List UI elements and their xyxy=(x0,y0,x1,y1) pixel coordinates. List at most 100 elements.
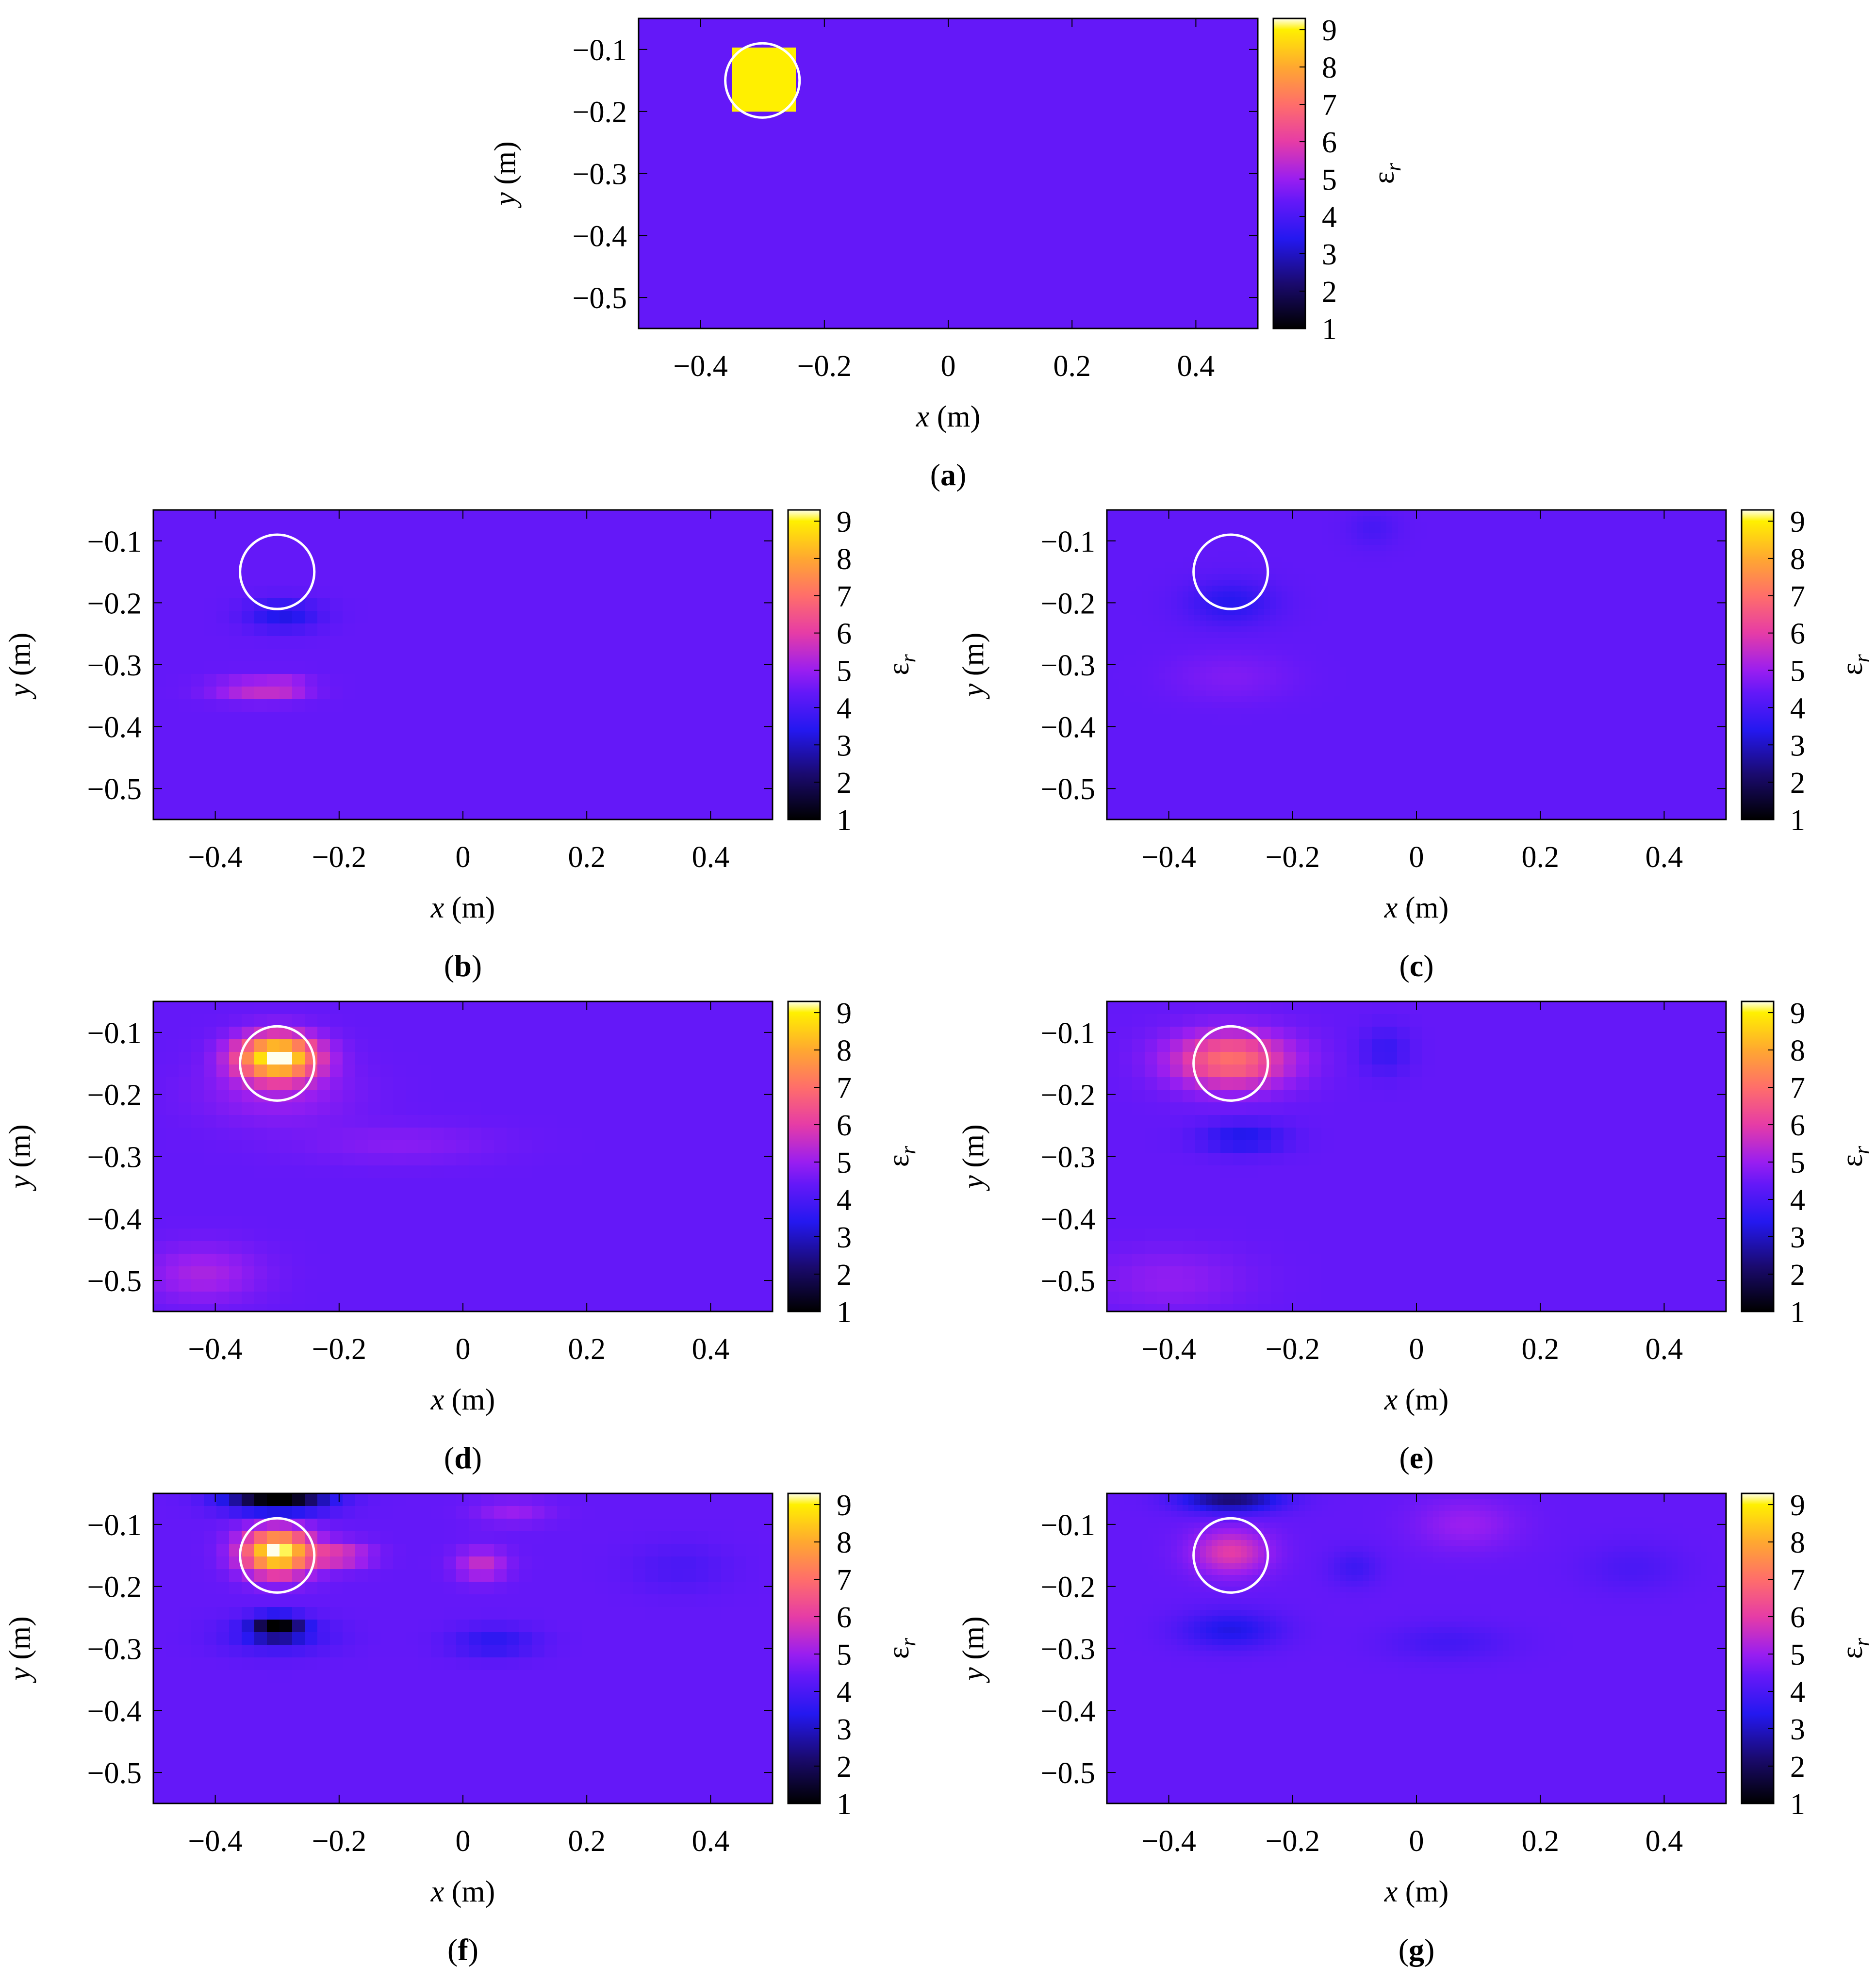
heatmap-cell xyxy=(726,240,732,246)
heatmap-cell xyxy=(1221,269,1227,275)
heatmap-cell xyxy=(1203,82,1210,89)
heatmap-cell xyxy=(842,164,849,170)
heatmap-cell xyxy=(860,36,866,42)
heatmap-cell xyxy=(755,286,761,293)
heatmap-cell xyxy=(1244,18,1251,25)
heatmap-cell xyxy=(883,48,889,54)
heatmap-cell xyxy=(1000,240,1006,246)
heatmap-cell xyxy=(1052,246,1058,252)
heatmap-cell xyxy=(988,117,994,124)
heatmap-cell xyxy=(732,222,738,229)
heatmap-cell xyxy=(639,106,645,112)
heatmap-cell xyxy=(1198,48,1204,54)
heatmap-cell xyxy=(947,240,954,246)
heatmap-cell xyxy=(1180,205,1186,211)
heatmap-cell xyxy=(773,100,779,106)
heatmap-cell xyxy=(1122,251,1128,258)
heatmap-cell xyxy=(1227,275,1233,281)
heatmap-cell xyxy=(930,234,936,240)
heatmap-cell xyxy=(1035,176,1041,182)
heatmap-cell xyxy=(1005,24,1012,31)
heatmap-cell xyxy=(714,158,721,164)
heatmap-cell xyxy=(691,170,697,176)
heatmap-cell xyxy=(848,234,855,240)
heatmap-cell xyxy=(994,275,1000,281)
heatmap-cell xyxy=(668,36,674,42)
heatmap-cell xyxy=(697,77,703,83)
heatmap-cell xyxy=(1104,187,1111,194)
heatmap-cell xyxy=(1186,222,1192,229)
heatmap-cell xyxy=(837,82,843,89)
heatmap-cell xyxy=(784,176,790,182)
heatmap-cell xyxy=(813,222,820,229)
heatmap-cell xyxy=(656,77,662,83)
heatmap-cell xyxy=(714,53,721,60)
heatmap-cell xyxy=(1104,24,1111,31)
heatmap-cell xyxy=(685,234,691,240)
heatmap-cell xyxy=(644,181,651,188)
heatmap-cell xyxy=(1233,234,1239,240)
heatmap-cell xyxy=(1075,77,1082,83)
heatmap-cell xyxy=(1192,112,1198,118)
heatmap-cell xyxy=(813,71,820,77)
heatmap-cell xyxy=(930,24,936,31)
heatmap-cell xyxy=(941,18,948,25)
heatmap-cell xyxy=(819,269,825,275)
heatmap-cell xyxy=(895,77,901,83)
heatmap-cell xyxy=(1139,77,1146,83)
heatmap-cell xyxy=(1116,30,1122,36)
heatmap-cell xyxy=(912,24,919,31)
heatmap-cell xyxy=(1157,170,1163,176)
heatmap-cell xyxy=(726,82,732,89)
heatmap-cell xyxy=(755,228,761,234)
heatmap-cell xyxy=(936,234,942,240)
heatmap-cell xyxy=(936,164,942,170)
heatmap-cell xyxy=(947,129,954,135)
heatmap-cell xyxy=(749,263,756,269)
heatmap-cell xyxy=(1221,18,1227,25)
heatmap-cell xyxy=(1209,152,1216,159)
heatmap-cell xyxy=(1046,53,1053,60)
heatmap-cell xyxy=(918,147,924,153)
heatmap-cell xyxy=(697,94,703,100)
heatmap-cell xyxy=(988,129,994,135)
heatmap-cell xyxy=(714,59,721,66)
heatmap-cell xyxy=(982,100,988,106)
heatmap-cell xyxy=(1174,152,1181,159)
heatmap-cell xyxy=(726,228,732,234)
heatmap-cell xyxy=(1134,106,1140,112)
heatmap-cell xyxy=(1099,94,1105,100)
heatmap-cell xyxy=(1029,240,1035,246)
heatmap-cell xyxy=(842,135,849,141)
heatmap-cell xyxy=(656,88,662,95)
heatmap-cell xyxy=(1104,48,1111,54)
heatmap-cell xyxy=(1128,211,1134,217)
heatmap-cell xyxy=(1209,187,1216,194)
heatmap-cell xyxy=(1203,135,1210,141)
heatmap-cell xyxy=(697,82,703,89)
heatmap-cell xyxy=(790,88,796,95)
heatmap-cell xyxy=(936,280,942,287)
heatmap-cell xyxy=(1029,228,1035,234)
heatmap-cell xyxy=(901,117,907,124)
heatmap-cell xyxy=(720,164,726,170)
heatmap-cell xyxy=(1145,77,1152,83)
heatmap-cell xyxy=(784,59,790,66)
heatmap-cell xyxy=(668,42,674,48)
heatmap-cell xyxy=(1203,199,1210,205)
heatmap-cell xyxy=(662,36,668,42)
heatmap-cell xyxy=(1040,94,1047,100)
heatmap-cell xyxy=(819,280,825,287)
heatmap-cell xyxy=(1244,269,1251,275)
heatmap-cell xyxy=(697,100,703,106)
heatmap-cell xyxy=(697,164,703,170)
heatmap-cell xyxy=(1215,199,1221,205)
heatmap-cell xyxy=(1163,18,1169,25)
heatmap-cell xyxy=(1145,53,1152,60)
heatmap-cell xyxy=(906,53,913,60)
heatmap-cell xyxy=(1134,205,1140,211)
heatmap-cell xyxy=(1209,30,1216,36)
heatmap-cell xyxy=(866,94,872,100)
heatmap-cell xyxy=(1110,129,1117,135)
heatmap-cell xyxy=(1029,77,1035,83)
